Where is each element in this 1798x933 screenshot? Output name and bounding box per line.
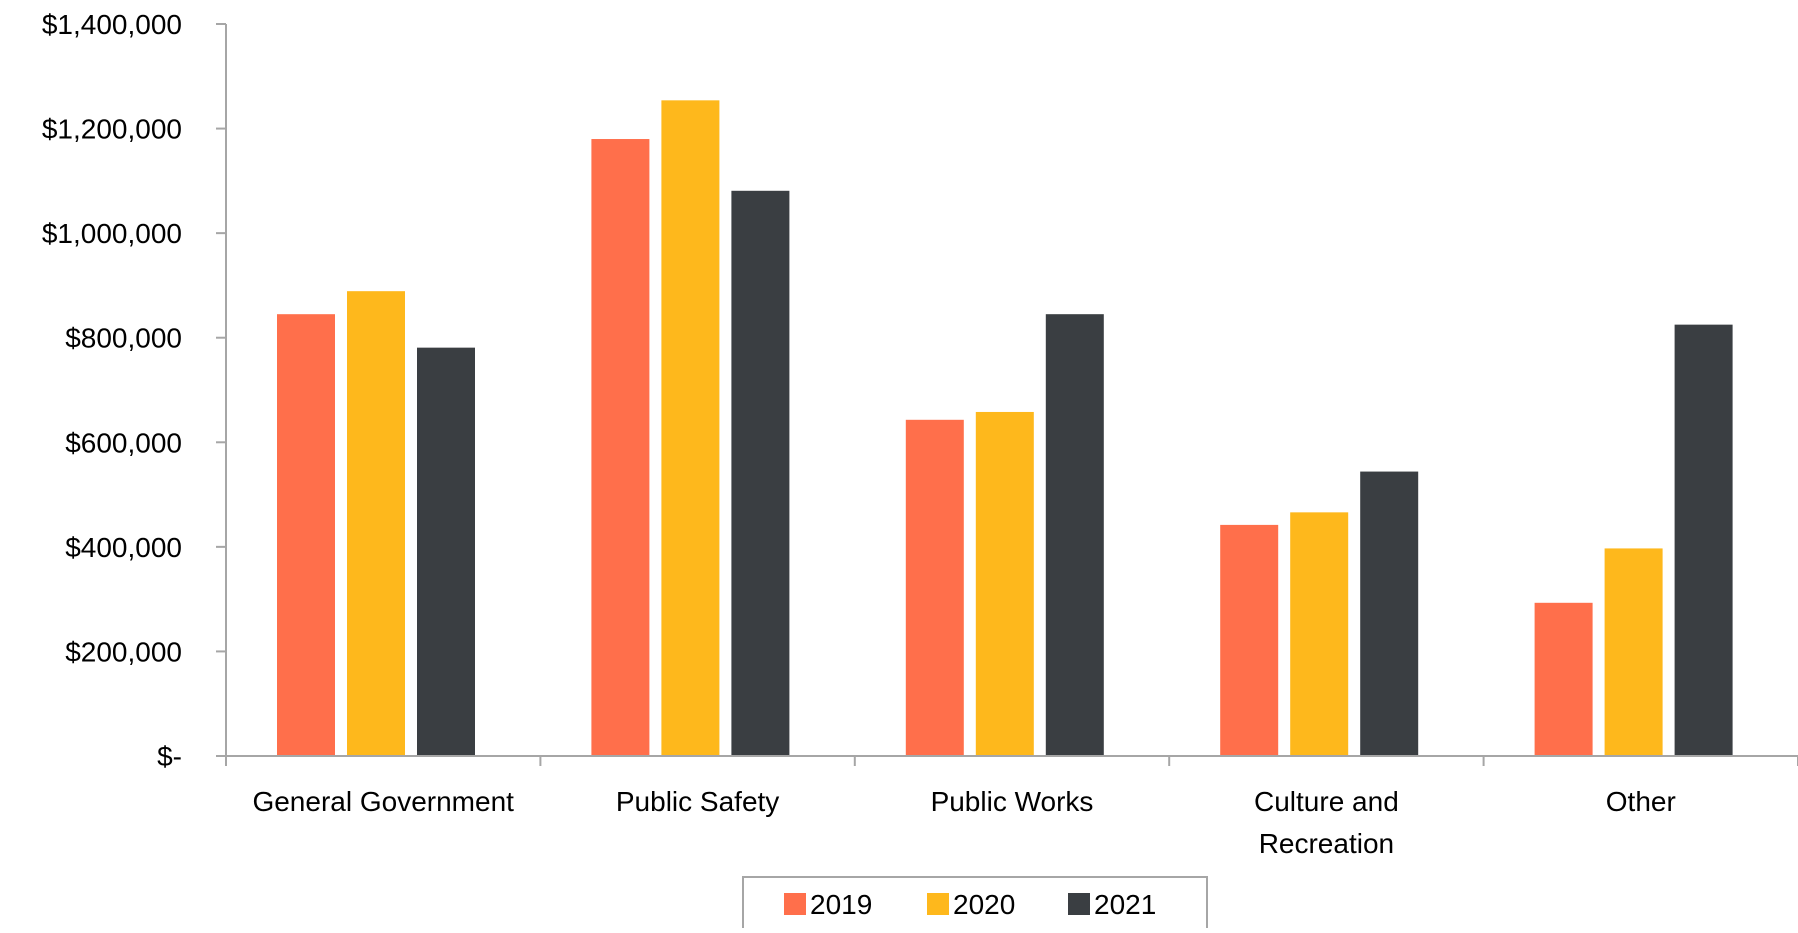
legend-label-2021: 2021 [1094, 889, 1156, 920]
x-category-label: Recreation [1259, 828, 1394, 859]
bar-2020 [1290, 512, 1349, 756]
x-category-label: Public Works [931, 786, 1094, 817]
legend-swatch-2020 [927, 893, 949, 915]
bar-2021 [731, 190, 790, 756]
y-tick-label: $1,200,000 [42, 114, 182, 145]
y-tick-label: $1,000,000 [42, 218, 182, 249]
bar-2019 [905, 419, 964, 756]
x-category-label: Other [1606, 786, 1676, 817]
legend-label-2020: 2020 [953, 889, 1015, 920]
x-category-label: Public Safety [616, 786, 779, 817]
bar-2021 [1360, 471, 1419, 756]
bar-2019 [591, 139, 650, 756]
axes-group [225, 24, 1798, 766]
legend: 2019 2020 2021 [742, 876, 1208, 930]
bar-2020 [1604, 548, 1663, 756]
y-tick-label: $600,000 [65, 427, 182, 458]
bar-2019 [1534, 602, 1593, 756]
y-tick-label: $400,000 [65, 532, 182, 563]
bar-2019 [277, 314, 335, 756]
y-axis-ticks: $- $200,000 $400,000 $600,000 $800,000 $1,000… [42, 9, 226, 772]
legend-swatch-2021 [1068, 893, 1090, 915]
bar-2019 [1220, 524, 1279, 756]
y-tick-label: $800,000 [65, 323, 182, 354]
bar-2021 [1674, 324, 1733, 756]
bar-2021 [417, 347, 475, 756]
y-tick-label: $- [157, 741, 182, 772]
bars-group [277, 100, 1733, 756]
bar-2020 [975, 411, 1034, 756]
x-axis-labels: General Government Public Safety Public Wo… [252, 786, 1675, 859]
bar-2020 [661, 100, 720, 756]
y-tick-label: $1,400,000 [42, 9, 182, 40]
legend-swatch-2019 [784, 893, 806, 915]
bar-2021 [1045, 314, 1104, 756]
legend-label-2019: 2019 [810, 889, 872, 920]
x-category-label: Culture and [1254, 786, 1399, 817]
y-tick-label: $200,000 [65, 636, 182, 667]
bar-2020 [347, 291, 405, 756]
legend-box [742, 876, 1208, 930]
x-category-label: General Government [252, 786, 514, 817]
